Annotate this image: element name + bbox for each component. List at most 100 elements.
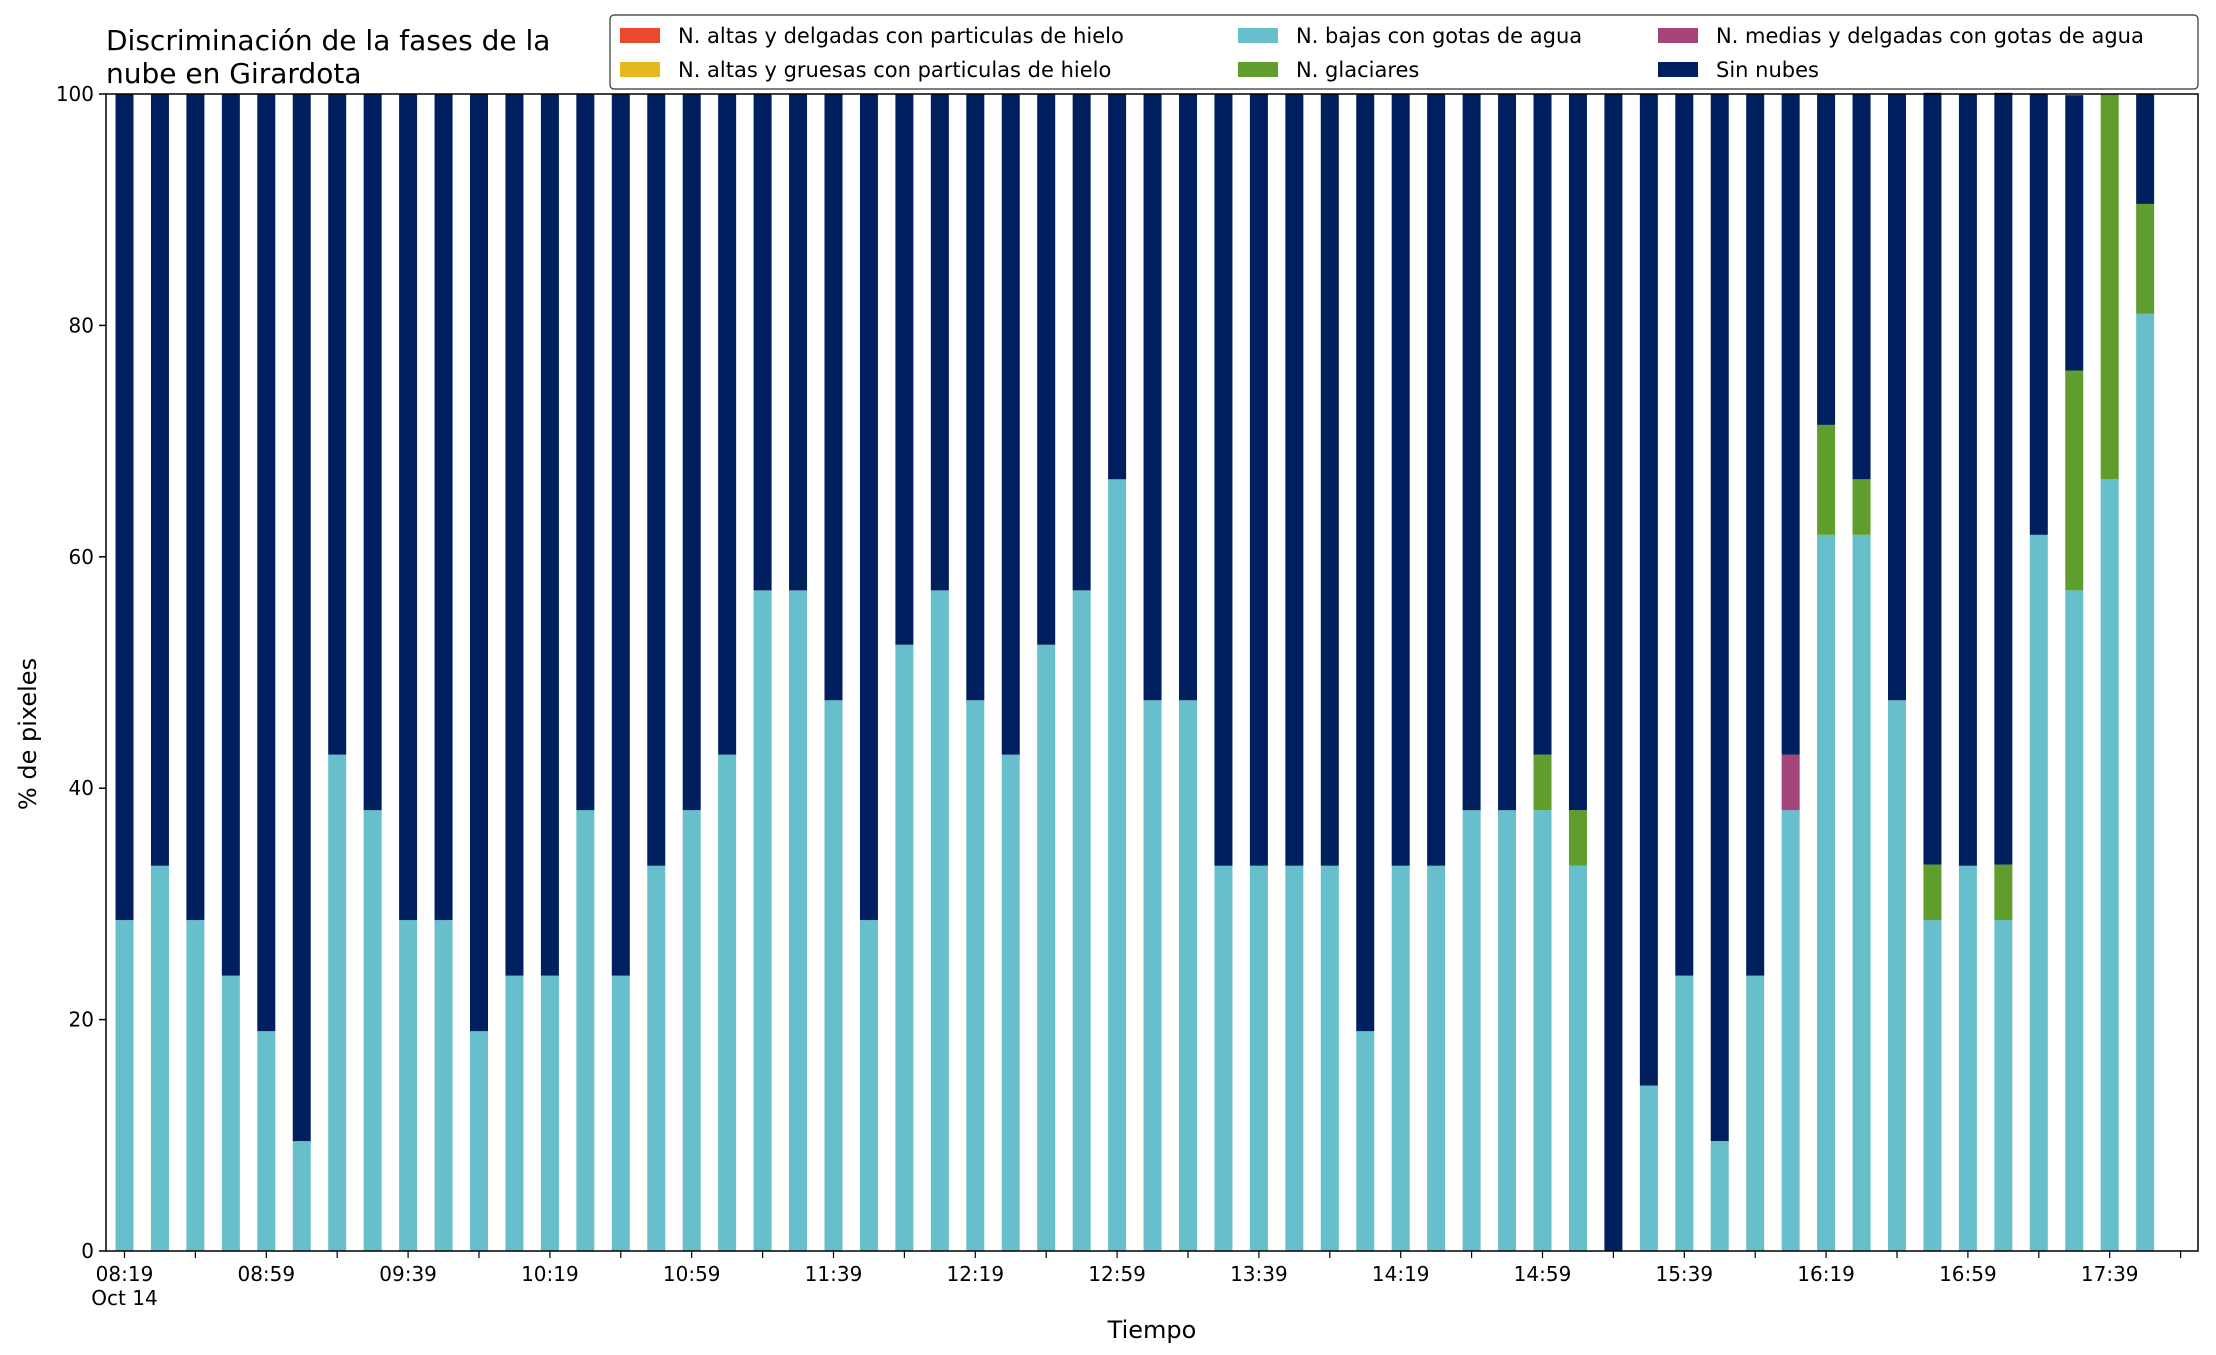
bar-segment-3-40 [1533,754,1552,811]
y-tick-label: 60 [69,545,94,569]
bar-segment-2-28 [1108,479,1127,1251]
bar-segment-5-20 [824,94,843,701]
bar-segment-5-40 [1533,94,1552,755]
bar-segment-2-40 [1533,810,1552,1251]
bar-segment-5-37 [1427,94,1446,866]
bar-segment-2-5 [292,1141,311,1251]
bar-segment-2-9 [434,920,453,1251]
bar-segment-2-53 [1994,920,2013,1251]
bar-segment-3-51 [1923,864,1942,921]
y-tick-label: 100 [56,82,94,106]
bar-segment-5-30 [1179,94,1197,701]
bar-segment-2-27 [1072,590,1091,1251]
bar-segment-5-18 [753,94,772,591]
bar-segment-2-31 [1214,865,1233,1251]
bar-segment-5-35 [1356,94,1375,1032]
bar-segment-2-50 [1888,700,1906,1251]
legend-label-5: Sin nubes [1716,58,1819,82]
y-axis-label: % de pixeles [14,658,42,810]
bar-segment-2-37 [1427,865,1446,1251]
bar-segment-5-50 [1888,94,1906,701]
legend-swatch-0 [620,28,660,43]
bar-segment-3-48 [1817,424,1836,535]
bar-segment-2-13 [576,810,595,1251]
bar-segment-2-38 [1462,810,1481,1251]
bar-segment-2-20 [824,700,843,1251]
bar-segment-2-7 [363,810,382,1251]
x-tick-label: 09:39 [379,1262,437,1286]
y-tick-label: 0 [81,1239,94,1263]
bar-segment-2-49 [1852,534,1871,1251]
plot-frame [105,93,2199,1252]
bar-segment-5-33 [1285,94,1304,866]
x-tick-label: 12:59 [1088,1262,1146,1286]
legend-swatch-2 [1238,28,1278,43]
bar-segment-2-45 [1710,1141,1729,1251]
x-tick-label: 11:39 [805,1262,863,1286]
legend-label-0: N. altas y delgadas con particulas de hi… [678,24,1124,48]
bar-segment-5-45 [1710,94,1729,1142]
bar-segment-5-46 [1746,94,1765,976]
bar-segment-5-38 [1462,94,1481,811]
bar-segment-5-15 [647,94,666,866]
bar-segment-5-29 [1143,94,1162,701]
bar-segment-2-34 [1320,865,1339,1251]
bar-segment-5-8 [399,94,418,921]
bar-segment-2-4 [257,1031,276,1251]
x-tick-label: 16:19 [1797,1262,1855,1286]
bar-segment-5-42 [1604,94,1623,1251]
bar-segment-4-47 [1781,754,1800,811]
bar-segment-5-39 [1498,94,1517,811]
x-tick-label: 16:59 [1939,1262,1997,1286]
bar-segment-5-31 [1214,94,1233,866]
bar-segment-2-48 [1817,534,1836,1251]
bar-segment-5-28 [1108,94,1127,480]
bar-segment-2-46 [1746,975,1765,1251]
bar-segment-5-4 [257,94,276,1032]
legend-label-4: N. medias y delgadas con gotas de agua [1716,24,2144,48]
bar-segment-5-55 [2065,95,2084,371]
bar-segment-2-47 [1781,810,1800,1251]
bar-segment-2-3 [221,975,240,1251]
bar-segment-2-52 [1958,865,1977,1251]
legend-swatch-1 [620,62,660,77]
bar-segment-3-55 [2065,370,2084,591]
bar-segment-2-11 [505,975,524,1251]
x-tick-label: 17:39 [2081,1262,2139,1286]
bar-segment-2-43 [1639,1085,1658,1251]
bar-segment-2-19 [789,590,808,1251]
x-tick-label: 15:39 [1655,1262,1713,1286]
bar-segment-5-54 [2029,94,2048,535]
bar-segment-2-54 [2029,534,2048,1251]
bar-segment-2-2 [186,920,205,1251]
bar-segment-2-41 [1568,865,1587,1251]
bar-segment-2-12 [540,975,559,1251]
bar-segment-5-36 [1391,94,1410,866]
bar-segment-5-5 [292,94,311,1142]
bar-segment-2-44 [1675,975,1694,1251]
bar-segment-5-52 [1958,94,1977,866]
x-tick-label: 14:59 [1514,1262,1572,1286]
bar-segment-5-34 [1320,94,1339,866]
bar-segment-5-17 [718,94,737,755]
bar-segment-5-3 [221,94,240,976]
bar-segment-2-0 [115,920,134,1251]
bar-segment-5-19 [789,94,808,591]
bar-segment-5-2 [186,94,205,921]
bar-segment-3-49 [1852,479,1871,535]
bar-segment-2-55 [2065,590,2084,1251]
y-tick-label: 80 [69,313,94,337]
bar-segment-2-32 [1249,865,1268,1251]
bar-segment-2-35 [1356,1031,1375,1251]
axes-group: 0 20 40 60 80 100 08:19 08:59 09:39 10:19 10:59 11:… [56,82,2199,1310]
bar-segment-2-1 [150,865,169,1251]
bar-segment-3-41 [1568,810,1587,866]
bar-segment-2-21 [859,920,878,1251]
bar-segment-5-47 [1781,94,1800,755]
bar-segment-5-51 [1923,92,1942,865]
bar-segment-5-14 [611,94,630,976]
x-tick-label: 12:19 [946,1262,1004,1286]
bar-segment-2-10 [470,1031,488,1251]
bar-segment-2-14 [611,975,630,1251]
